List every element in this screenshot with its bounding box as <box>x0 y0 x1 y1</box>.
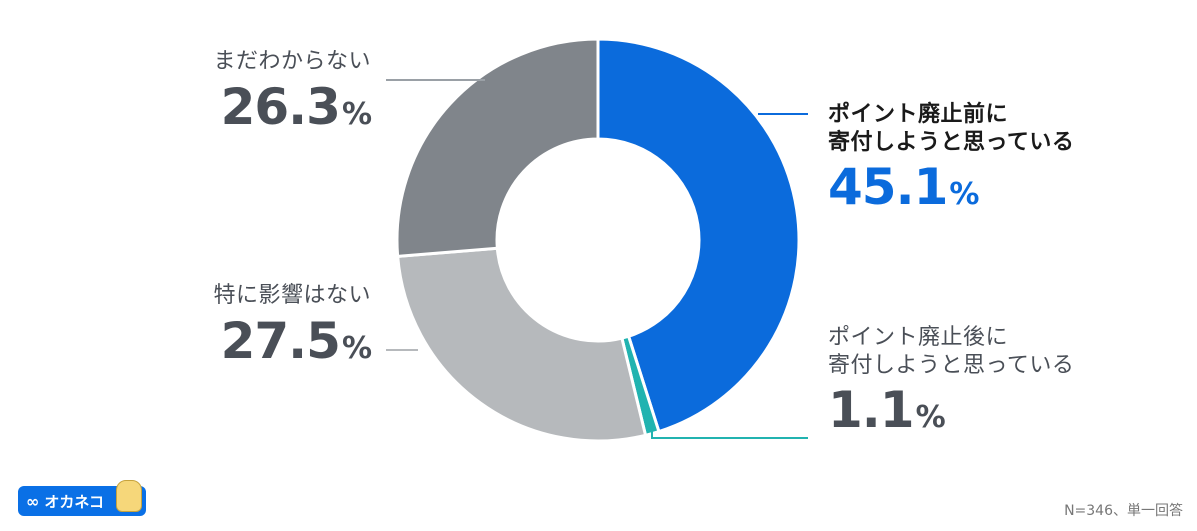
label-unknown-line1: まだわからない <box>213 49 371 74</box>
label-before-abolition: ポイント廃止前に 寄付しようと思っている 45.1% <box>828 101 1074 219</box>
label-no-effect-line1: 特に影響はない <box>213 283 371 308</box>
label-before-line2: 寄付しようと思っている <box>828 129 1075 155</box>
okaneko-logo: ∞ オカネコ <box>18 480 146 516</box>
leader-line-after <box>651 430 808 439</box>
value-before: 45.1% <box>828 158 979 216</box>
label-after-line1: ポイント廃止後に <box>828 325 1009 350</box>
label-no-effect: 特に影響はない 27.5% <box>213 282 372 372</box>
infinity-icon: ∞ <box>26 491 40 511</box>
slice-no-effect <box>396 246 648 443</box>
logo-text: オカネコ <box>44 492 105 511</box>
label-before-line1: ポイント廃止前に <box>828 102 1009 127</box>
value-unknown: 26.3% <box>220 77 372 136</box>
label-after-line2: 寄付しようと思っている <box>828 352 1075 378</box>
label-after-abolition: ポイント廃止後に 寄付しようと思っている 1.1% <box>828 324 1074 442</box>
value-after: 1.1% <box>828 381 946 439</box>
slice-unknown <box>395 37 600 259</box>
slice-before-abolition <box>596 37 801 434</box>
cat-mascot-icon <box>116 480 142 512</box>
value-no-effect: 27.5% <box>220 311 372 370</box>
label-unknown: まだわからない 26.3% <box>213 48 372 138</box>
footnote: N=346、単一回答 <box>1064 503 1183 519</box>
